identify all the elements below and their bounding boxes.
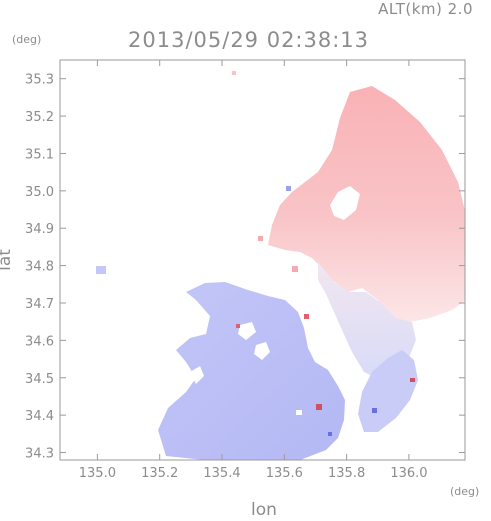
y-tick-label: 34.3 [25, 447, 54, 462]
y-tick-label: 34.9 [25, 222, 54, 237]
timestamp-title: 2013/05/29 02:38:13 [128, 28, 370, 52]
echo-speck [258, 236, 263, 241]
echo-speck [96, 266, 106, 274]
echo-speck [296, 410, 302, 415]
x-tick-label: 135.6 [266, 466, 303, 481]
y-tick-label: 35.3 [25, 73, 54, 88]
x-tick-label: 135.8 [328, 466, 365, 481]
y-tick-label: 34.4 [25, 409, 54, 424]
y-tick-label: 34.6 [25, 334, 54, 349]
y-tick-label: 34.7 [25, 297, 54, 312]
echo-speck [286, 186, 291, 191]
echo-gap [254, 342, 270, 360]
echo-gap [238, 322, 256, 340]
x-tick-label: 135.2 [141, 466, 178, 481]
x-axis-label: lon [251, 500, 277, 520]
lat-unit-label: (deg) [12, 33, 42, 46]
x-tick-label: 136.0 [390, 466, 427, 481]
altitude-label: ALT(km) 2.0 [378, 0, 473, 18]
y-tick-label: 35.0 [25, 185, 54, 200]
radar-field [96, 71, 465, 460]
transition-region [318, 262, 416, 380]
lon-unit-label: (deg) [450, 485, 480, 498]
plot-frame [59, 59, 466, 461]
positive-velocity-region [268, 86, 465, 322]
echo-speck [292, 266, 298, 272]
echo-speck [316, 404, 322, 410]
y-tick-label: 34.8 [25, 260, 54, 275]
x-tick-label: 135.0 [79, 466, 116, 481]
y-axis: 34.3 34.4 34.5 34.6 34.7 34.8 34.9 35.0 35.1 35.2… [25, 73, 465, 462]
negative-velocity-region [158, 282, 345, 460]
echo-gap [190, 366, 204, 384]
x-axis: 135.0 135.2 135.4 135.6 135.8 136.0 [79, 60, 428, 481]
echo-speck [304, 314, 309, 319]
y-tick-label: 35.1 [25, 147, 54, 162]
echo-speck [410, 378, 415, 382]
echo-speck [372, 408, 377, 413]
y-tick-label: 35.2 [25, 110, 54, 125]
echo-speck [236, 324, 240, 328]
echo-speck [232, 71, 236, 75]
y-tick-label: 34.5 [25, 372, 54, 387]
echo-speck [328, 432, 332, 436]
x-tick-label: 135.4 [203, 466, 240, 481]
echo-gap [330, 186, 360, 220]
